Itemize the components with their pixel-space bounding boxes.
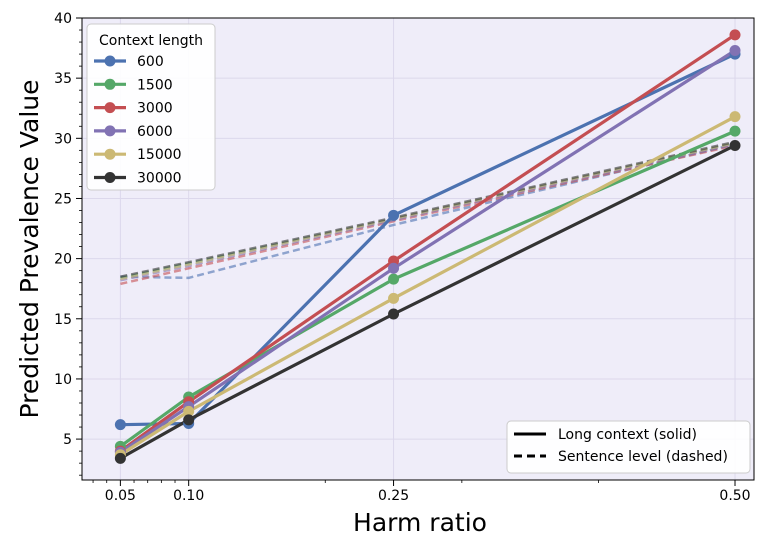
y-tick-label: 35 — [54, 71, 72, 87]
dashed-lines — [120, 140, 736, 286]
x-tick-label: 0.50 — [719, 488, 750, 504]
y-tick-label: 20 — [54, 252, 72, 268]
legend-marker-15000 — [104, 148, 116, 160]
point-3000 — [729, 29, 741, 41]
x-axis-ticks: 0.05 0.10 0.25 0.50 — [105, 480, 751, 504]
legend-entries: 600 1500 3000 6000 15000 30000 — [94, 54, 182, 187]
point-30000 — [388, 308, 400, 320]
style-legend-box — [506, 420, 751, 474]
point-30000 — [183, 414, 195, 426]
legend-marker-3000 — [104, 102, 116, 114]
x-tick-label: 0.05 — [105, 488, 136, 504]
legend: Context length 600 1500 3000 6000 15000 30000 — [86, 23, 216, 191]
y-tick-label: 15 — [54, 312, 72, 328]
legend-marker-30000 — [104, 172, 116, 183]
point-6000 — [388, 262, 400, 274]
point-30000 — [114, 452, 126, 464]
solid-line-6000 — [119, 49, 736, 454]
style-legend-solid-label: Long context (solid) — [558, 427, 697, 443]
solid-line-30000 — [119, 144, 736, 460]
legend-label-15000: 15000 — [137, 147, 182, 163]
solid-line-3000 — [119, 33, 736, 453]
x-axis-title: Harm ratio — [353, 508, 487, 537]
y-tick-label: 25 — [54, 191, 72, 207]
x-tick-label: 0.25 — [378, 488, 409, 504]
style-legend: Long context (solid) Sentence level (das… — [506, 420, 751, 474]
dashed-line-30000 — [120, 140, 736, 278]
legend-label-30000: 30000 — [137, 171, 182, 187]
legend-title: Context length — [99, 33, 203, 49]
legend-label-6000: 6000 — [137, 124, 173, 140]
plot-frame — [81, 17, 755, 481]
legend-label-600: 600 — [137, 54, 164, 70]
point-15000 — [729, 111, 741, 123]
legend-marker-6000 — [104, 125, 116, 137]
y-tick-label: 5 — [63, 432, 72, 448]
x-tick-label: 0.10 — [173, 488, 204, 504]
solid-line-15000 — [119, 115, 736, 457]
legend-label-3000: 3000 — [137, 101, 173, 117]
point-6000 — [729, 44, 741, 56]
legend-box — [86, 23, 216, 191]
solid-lines — [119, 33, 736, 460]
style-legend-dashed-label: Sentence level (dashed) — [558, 449, 728, 465]
point-600 — [388, 209, 400, 221]
points — [114, 29, 741, 464]
y-axis-ticks: 5 10 15 20 25 30 35 40 — [54, 11, 82, 448]
y-tick-label: 10 — [54, 372, 72, 388]
point-1500 — [729, 125, 741, 137]
legend-marker-1500 — [104, 78, 116, 90]
y-tick-label: 40 — [54, 11, 72, 27]
point-600 — [114, 419, 126, 431]
legend-marker-600 — [104, 55, 116, 67]
y-tick-label: 30 — [54, 131, 72, 147]
point-30000 — [729, 140, 741, 152]
legend-label-1500: 1500 — [137, 77, 173, 93]
point-1500 — [388, 273, 400, 285]
solid-line-600 — [120, 52, 736, 427]
point-15000 — [183, 405, 195, 417]
y-axis-title: Predicted Prevalence Value — [15, 79, 44, 418]
point-15000 — [388, 292, 400, 304]
